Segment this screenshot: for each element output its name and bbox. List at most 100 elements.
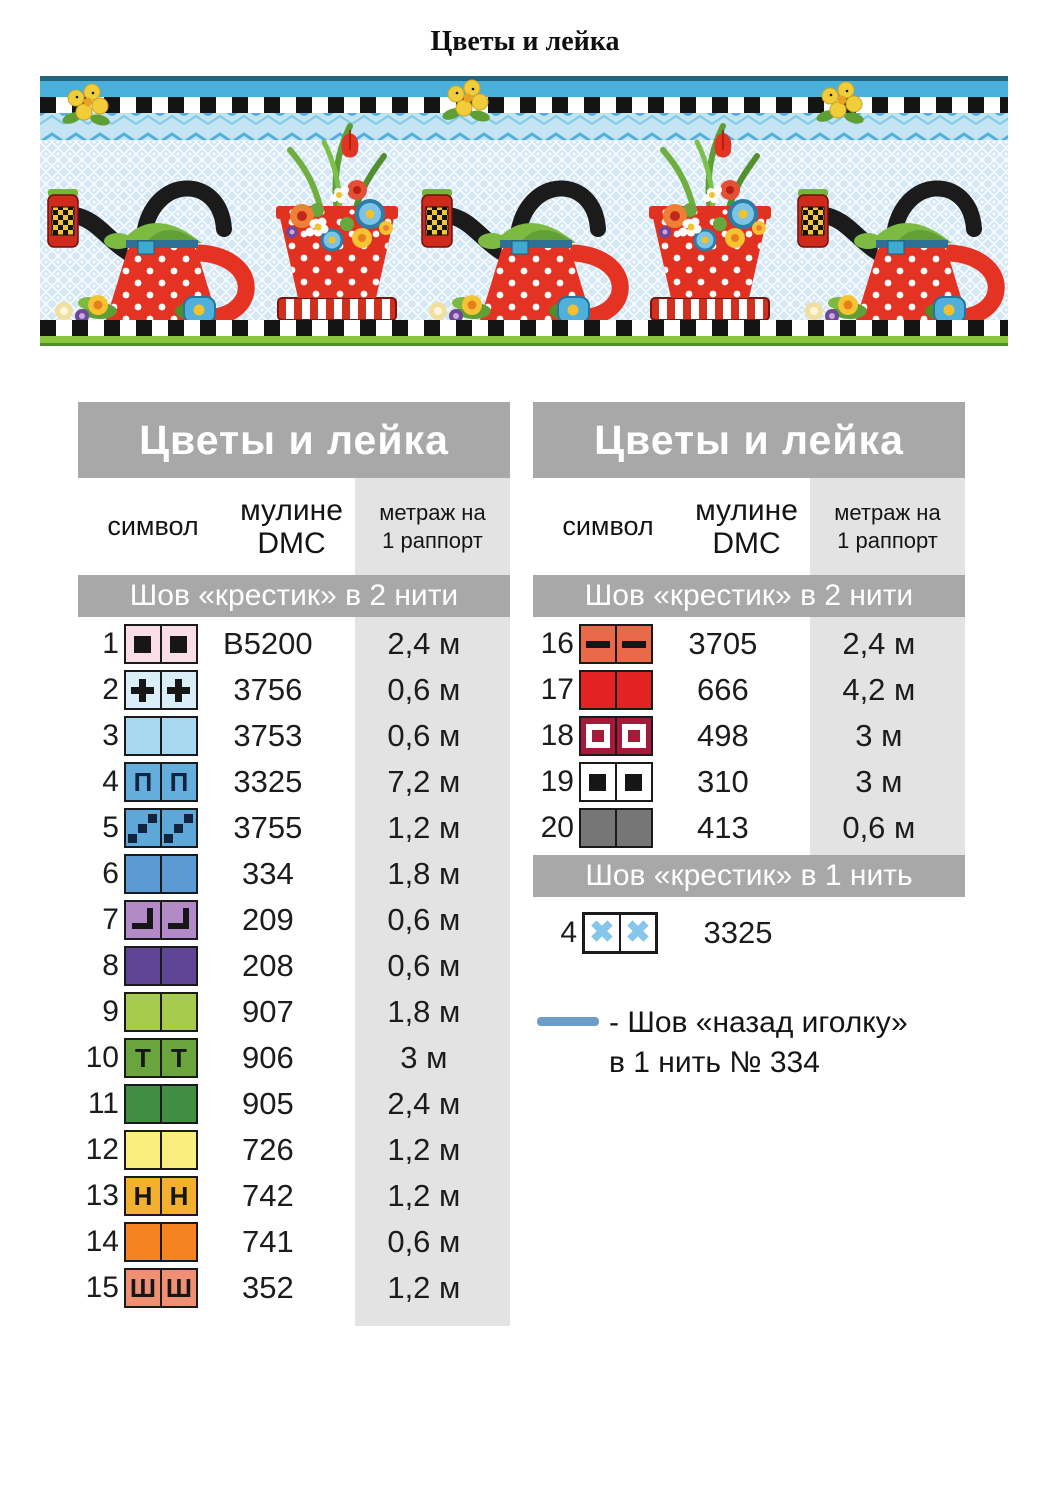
zigzag-band (40, 113, 1008, 140)
table-header: символ мулине DMC метраж на 1 раппорт (533, 478, 965, 575)
dmc-number: 352 (241, 1270, 294, 1305)
swatch-cell (580, 764, 615, 800)
page-title: Цветы и лейка (430, 26, 620, 57)
dmc-number: 310 (696, 764, 749, 799)
backstitch-label: - Шов «назад иголку» в 1 нить № 334 (609, 1006, 908, 1079)
swatch-cell (580, 672, 615, 708)
length-value: 7,2 м (387, 764, 461, 799)
legend-table-left: Цветы и лейка символ мулине DMC метраж н… (78, 402, 510, 1332)
row-number: 14 (85, 1225, 119, 1258)
length-column-background (355, 478, 510, 1326)
swatch-cell (125, 672, 160, 708)
swatch-cell (580, 718, 615, 754)
color-swatch (578, 624, 653, 664)
table-header: символ мулине DMC метраж на 1 раппорт (78, 478, 510, 575)
length-value: 1,8 м (387, 856, 461, 891)
color-swatch: ✖ ✖ (582, 912, 658, 954)
swatch-cell (159, 672, 196, 708)
row-number: 4 (560, 916, 577, 949)
backstitch-line-sample (537, 1017, 599, 1026)
length-value: 1,2 м (387, 1178, 461, 1213)
color-swatch (123, 992, 198, 1032)
table-row: 16 3705 2,4 м (533, 621, 965, 667)
row-number: 1 (102, 627, 119, 660)
swatch-cell (125, 1132, 160, 1168)
swatch-cell (159, 718, 196, 754)
length-value: 3 м (400, 1040, 448, 1075)
table-row: 19 310 3 м (533, 759, 965, 805)
swatch-cell (159, 1224, 196, 1260)
swatch-cell (614, 626, 651, 662)
swatch-cell (125, 994, 160, 1030)
table-row: 2 3756 0,6 м (78, 667, 510, 713)
swatch-cell: П (125, 764, 160, 800)
row-number: 4 (102, 765, 119, 798)
color-swatch (578, 762, 653, 802)
swatch-cell (614, 718, 651, 754)
color-swatch (578, 716, 653, 756)
color-swatch (123, 946, 198, 986)
color-swatch (123, 808, 198, 848)
swatch-cell: Н (125, 1178, 160, 1214)
swatch-cell: ✖ (585, 915, 619, 951)
table-row: 12 726 1,2 м (78, 1127, 510, 1173)
column-header-symbol: символ (107, 511, 199, 541)
row-number: 17 (540, 673, 574, 706)
dmc-number: 3325 (233, 764, 303, 799)
dmc-number: 208 (241, 948, 294, 983)
swatch-cell (125, 626, 160, 662)
dmc-number: 209 (241, 902, 294, 937)
table-row: 3 3753 0,6 м (78, 713, 510, 759)
table-row: 9 907 1,8 м (78, 989, 510, 1035)
column-header-length: метраж на 1 раппорт (379, 500, 486, 553)
table-title: Цветы и лейка (533, 402, 965, 478)
dmc-number: 741 (241, 1224, 294, 1259)
table-rows: 16 3705 2,4 м 17 666 4,2 м 18 498 3 м 19… (533, 621, 965, 851)
row-number: 3 (102, 719, 119, 752)
length-value: 0,6 м (387, 902, 461, 937)
row-number: 9 (102, 995, 119, 1028)
length-value: 0,6 м (387, 672, 461, 707)
color-swatch (123, 670, 198, 710)
swatch-cell (580, 810, 615, 846)
length-column-background (810, 478, 965, 855)
column-header-dmc: мулине DMC (240, 493, 343, 560)
table-row: 14 741 0,6 м (78, 1219, 510, 1265)
dmc-number: 726 (241, 1132, 294, 1167)
swatch-cell (159, 902, 196, 938)
swatch-cell (614, 764, 651, 800)
dmc-number: 3756 (233, 672, 303, 707)
length-value: 3 м (855, 718, 903, 753)
dmc-number: 3753 (233, 718, 303, 753)
row-number: 10 (85, 1041, 119, 1074)
row-number: 2 (102, 673, 119, 706)
row-number: 5 (102, 811, 119, 844)
section-header: Шов «крестик» в 2 нити (78, 575, 510, 617)
length-value: 4,2 м (842, 672, 916, 707)
length-value: 1,2 м (387, 1270, 461, 1305)
length-value: 0,6 м (387, 948, 461, 983)
row-number: 6 (102, 857, 119, 890)
swatch-cell: Т (125, 1040, 160, 1076)
dmc-number: B5200 (223, 626, 313, 661)
dmc-number: 666 (696, 672, 749, 707)
row-number: 8 (102, 949, 119, 982)
swatch-cell (125, 1224, 160, 1260)
dmc-number: 3755 (233, 810, 303, 845)
table-title: Цветы и лейка (78, 402, 510, 478)
swatch-cell: П (159, 764, 196, 800)
column-header-dmc: мулине DMC (695, 493, 798, 560)
table-row: 11 905 2,4 м (78, 1081, 510, 1127)
color-swatch (578, 670, 653, 710)
length-value: 0,6 м (387, 1224, 461, 1259)
color-swatch (123, 1222, 198, 1262)
sky-band (40, 81, 1008, 97)
dmc-number: 905 (241, 1086, 294, 1121)
dmc-number: 3705 (688, 626, 758, 661)
table-row: 6 334 1,8 м (78, 851, 510, 897)
swatch-cell (159, 626, 196, 662)
